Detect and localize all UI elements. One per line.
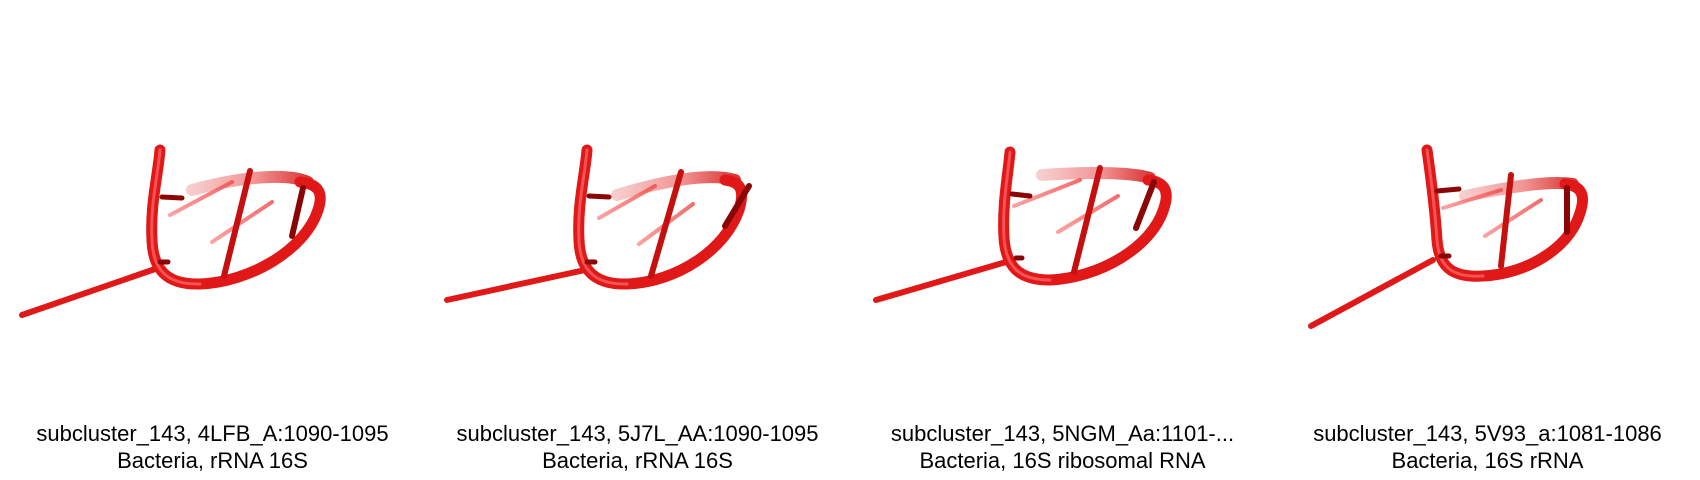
rna-hairpin-render-1	[19, 144, 326, 318]
structure-panel-2: subcluster_143, 5J7L_AA:1090-1095 Bacter…	[425, 0, 850, 480]
rna-hairpin-render-2	[444, 144, 752, 303]
rna-hairpin-render-4	[1308, 144, 1588, 329]
panel-title: subcluster_143, 5J7L_AA:1090-1095	[456, 421, 819, 446]
structure-panel-1: subcluster_143, 4LFB_A:1090-1095 Bacteri…	[0, 0, 425, 480]
structure-panel-3: subcluster_143, 5NGM_Aa:1101-... Bacteri…	[850, 0, 1275, 480]
panel-subtitle: Bacteria, 16S rRNA	[1391, 448, 1584, 473]
rna-hairpin-render-3	[873, 146, 1172, 303]
panel-title: subcluster_143, 5V93_a:1081-1086	[1313, 421, 1662, 446]
panel-subtitle: Bacteria, rRNA 16S	[117, 448, 308, 473]
panel-subtitle: Bacteria, 16S ribosomal RNA	[919, 448, 1206, 473]
panel-subtitle: Bacteria, rRNA 16S	[542, 448, 733, 473]
panel-title: subcluster_143, 4LFB_A:1090-1095	[36, 421, 389, 446]
structure-panel-4: subcluster_143, 5V93_a:1081-1086 Bacteri…	[1275, 0, 1700, 480]
panel-title: subcluster_143, 5NGM_Aa:1101-...	[890, 421, 1235, 446]
